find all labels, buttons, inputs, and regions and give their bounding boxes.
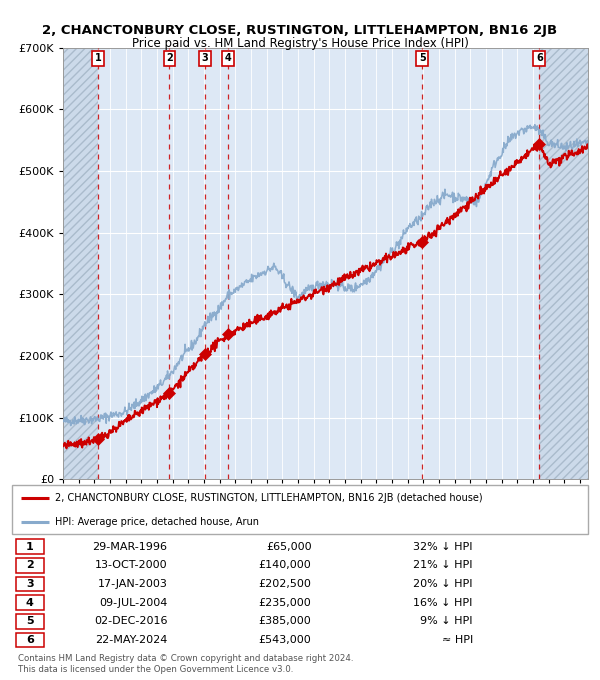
Text: 29-MAR-1996: 29-MAR-1996: [92, 541, 167, 551]
FancyBboxPatch shape: [16, 614, 44, 628]
Text: HPI: Average price, detached house, Arun: HPI: Average price, detached house, Arun: [55, 517, 259, 526]
Text: 02-DEC-2016: 02-DEC-2016: [94, 616, 167, 626]
Text: 1: 1: [26, 541, 34, 551]
FancyBboxPatch shape: [12, 485, 588, 534]
Text: 09-JUL-2004: 09-JUL-2004: [99, 598, 167, 608]
Text: 22-MAY-2024: 22-MAY-2024: [95, 635, 167, 645]
FancyBboxPatch shape: [16, 633, 44, 647]
Text: Price paid vs. HM Land Registry's House Price Index (HPI): Price paid vs. HM Land Registry's House …: [131, 37, 469, 50]
Text: 32% ↓ HPI: 32% ↓ HPI: [413, 541, 473, 551]
FancyBboxPatch shape: [16, 577, 44, 591]
Text: 3: 3: [26, 579, 34, 589]
Text: 6: 6: [536, 53, 542, 63]
Text: £202,500: £202,500: [259, 579, 311, 589]
Text: 4: 4: [224, 53, 231, 63]
Text: 2, CHANCTONBURY CLOSE, RUSTINGTON, LITTLEHAMPTON, BN16 2JB (detached house): 2, CHANCTONBURY CLOSE, RUSTINGTON, LITTL…: [55, 493, 483, 503]
Text: 6: 6: [26, 635, 34, 645]
Text: £65,000: £65,000: [266, 541, 311, 551]
Text: 3: 3: [202, 53, 208, 63]
Text: 2, CHANCTONBURY CLOSE, RUSTINGTON, LITTLEHAMPTON, BN16 2JB: 2, CHANCTONBURY CLOSE, RUSTINGTON, LITTL…: [43, 24, 557, 37]
Text: Contains HM Land Registry data © Crown copyright and database right 2024.: Contains HM Land Registry data © Crown c…: [18, 654, 353, 663]
FancyBboxPatch shape: [16, 596, 44, 610]
Text: 2: 2: [26, 560, 34, 571]
Text: £385,000: £385,000: [259, 616, 311, 626]
Text: 16% ↓ HPI: 16% ↓ HPI: [413, 598, 473, 608]
Text: 13-OCT-2000: 13-OCT-2000: [95, 560, 167, 571]
Text: £235,000: £235,000: [259, 598, 311, 608]
FancyBboxPatch shape: [16, 558, 44, 573]
Text: £140,000: £140,000: [259, 560, 311, 571]
Bar: [63, 48, 98, 479]
Text: 4: 4: [26, 598, 34, 608]
Text: 9% ↓ HPI: 9% ↓ HPI: [420, 616, 473, 626]
Text: £543,000: £543,000: [259, 635, 311, 645]
Text: 17-JAN-2003: 17-JAN-2003: [98, 579, 167, 589]
Text: 1: 1: [95, 53, 101, 63]
Text: 2: 2: [166, 53, 173, 63]
Bar: [539, 48, 588, 479]
Text: 20% ↓ HPI: 20% ↓ HPI: [413, 579, 473, 589]
Text: 5: 5: [26, 616, 34, 626]
Text: 21% ↓ HPI: 21% ↓ HPI: [413, 560, 473, 571]
Text: This data is licensed under the Open Government Licence v3.0.: This data is licensed under the Open Gov…: [18, 665, 293, 674]
Text: 5: 5: [419, 53, 425, 63]
Text: ≈ HPI: ≈ HPI: [442, 635, 473, 645]
FancyBboxPatch shape: [16, 539, 44, 554]
